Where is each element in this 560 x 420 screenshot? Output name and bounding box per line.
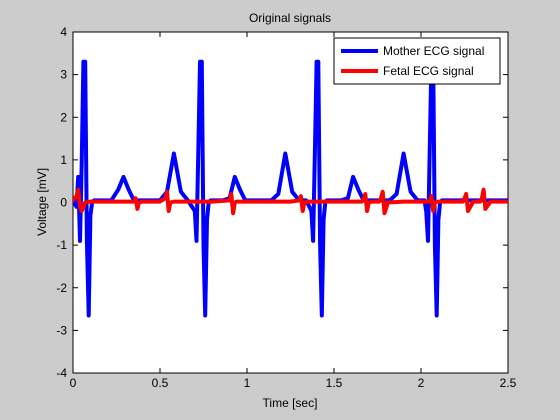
- x-tick-label: 0: [70, 376, 77, 390]
- fetal-ecg-line: [73, 187, 508, 216]
- y-tick-label: 3: [60, 68, 67, 82]
- axis-ticks: 0 0.5 1 1.5 2 2.5 -4 -3 -2 -1 0 1 2 3 4: [56, 25, 516, 390]
- x-tick-label: 2.5: [500, 376, 517, 390]
- y-tick-label: -3: [56, 323, 67, 337]
- y-tick-label: 4: [60, 25, 67, 39]
- y-tick-label: 1: [60, 153, 67, 167]
- legend-box: [333, 37, 501, 85]
- x-tick-label: 2: [418, 376, 425, 390]
- x-axis-label: Time [sec]: [263, 396, 318, 410]
- y-tick-label: 2: [60, 110, 67, 124]
- y-tick-label: -2: [56, 281, 67, 295]
- y-tick-label: -1: [56, 238, 67, 252]
- y-tick-label: 0: [60, 196, 67, 210]
- x-tick-label: 1.5: [326, 376, 343, 390]
- y-axis-label: Voltage [mV]: [35, 168, 49, 236]
- x-tick-label: 1: [244, 376, 251, 390]
- x-tick-label: 0.5: [152, 376, 169, 390]
- chart-title: Original signals: [249, 11, 331, 25]
- legend: Mother ECG signal Fetal ECG signal: [333, 37, 501, 85]
- y-tick-label: -4: [56, 366, 67, 380]
- legend-fetal-label: Fetal ECG signal: [383, 64, 474, 78]
- legend-mother-label: Mother ECG signal: [383, 44, 484, 58]
